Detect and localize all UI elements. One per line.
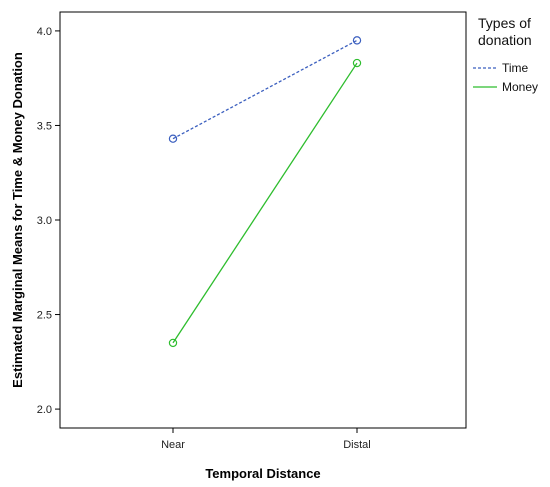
x-tick-label: Near <box>161 439 185 451</box>
data-point-time-distal <box>352 36 362 45</box>
series-line-time <box>172 39 358 140</box>
plot-area <box>59 11 467 429</box>
series-group <box>168 36 362 348</box>
legend: Types of donation Time Money <box>473 15 538 94</box>
y-tick-label: 3.5 <box>37 120 52 132</box>
data-point-time-near <box>168 134 178 143</box>
legend-title-line-2: donation <box>478 32 532 48</box>
x-tick-label: Distal <box>343 439 371 451</box>
y-tick-label: 4.0 <box>37 26 52 38</box>
y-axis: 2.0 2.5 3.0 3.5 4.0 <box>37 26 60 416</box>
series-line-money <box>172 62 358 344</box>
legend-title-line-1: Types of <box>478 15 531 31</box>
x-axis-title: Temporal Distance <box>205 466 320 481</box>
y-tick-label: 2.5 <box>37 310 52 322</box>
legend-label-time: Time <box>502 61 529 75</box>
x-axis: Near Distal <box>161 428 371 451</box>
data-point-money-near <box>168 338 178 348</box>
y-tick-label: 2.0 <box>37 404 52 416</box>
y-tick-label: 3.0 <box>37 215 52 227</box>
y-axis-title: Estimated Marginal Means for Time & Mone… <box>10 52 25 388</box>
data-point-money-distal <box>352 58 362 68</box>
legend-label-money: Money <box>502 80 538 94</box>
